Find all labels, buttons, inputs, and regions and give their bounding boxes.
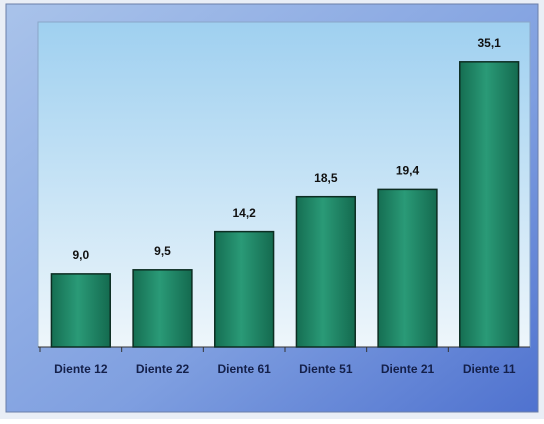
- data-label: 9,0: [72, 248, 89, 262]
- data-label: 14,2: [232, 206, 256, 220]
- x-tick-label: Diente 12: [54, 362, 108, 376]
- bar: [459, 61, 520, 348]
- data-label: 18,5: [314, 171, 338, 185]
- x-tick-label: Diente 11: [463, 362, 516, 376]
- plot-area: [37, 21, 531, 348]
- data-label: 19,4: [396, 164, 420, 178]
- x-tick-label: Diente 21: [381, 362, 435, 376]
- bar: [132, 269, 193, 348]
- bar: [214, 230, 275, 348]
- bar: [50, 273, 111, 348]
- x-tick-label: Diente 51: [299, 362, 353, 376]
- bar: [377, 188, 438, 348]
- bar: [295, 195, 356, 348]
- data-label: 35,1: [477, 36, 501, 50]
- x-tick-label: Diente 22: [136, 362, 190, 376]
- x-tick-label: Diente 61: [217, 362, 271, 376]
- data-label: 9,5: [154, 244, 171, 258]
